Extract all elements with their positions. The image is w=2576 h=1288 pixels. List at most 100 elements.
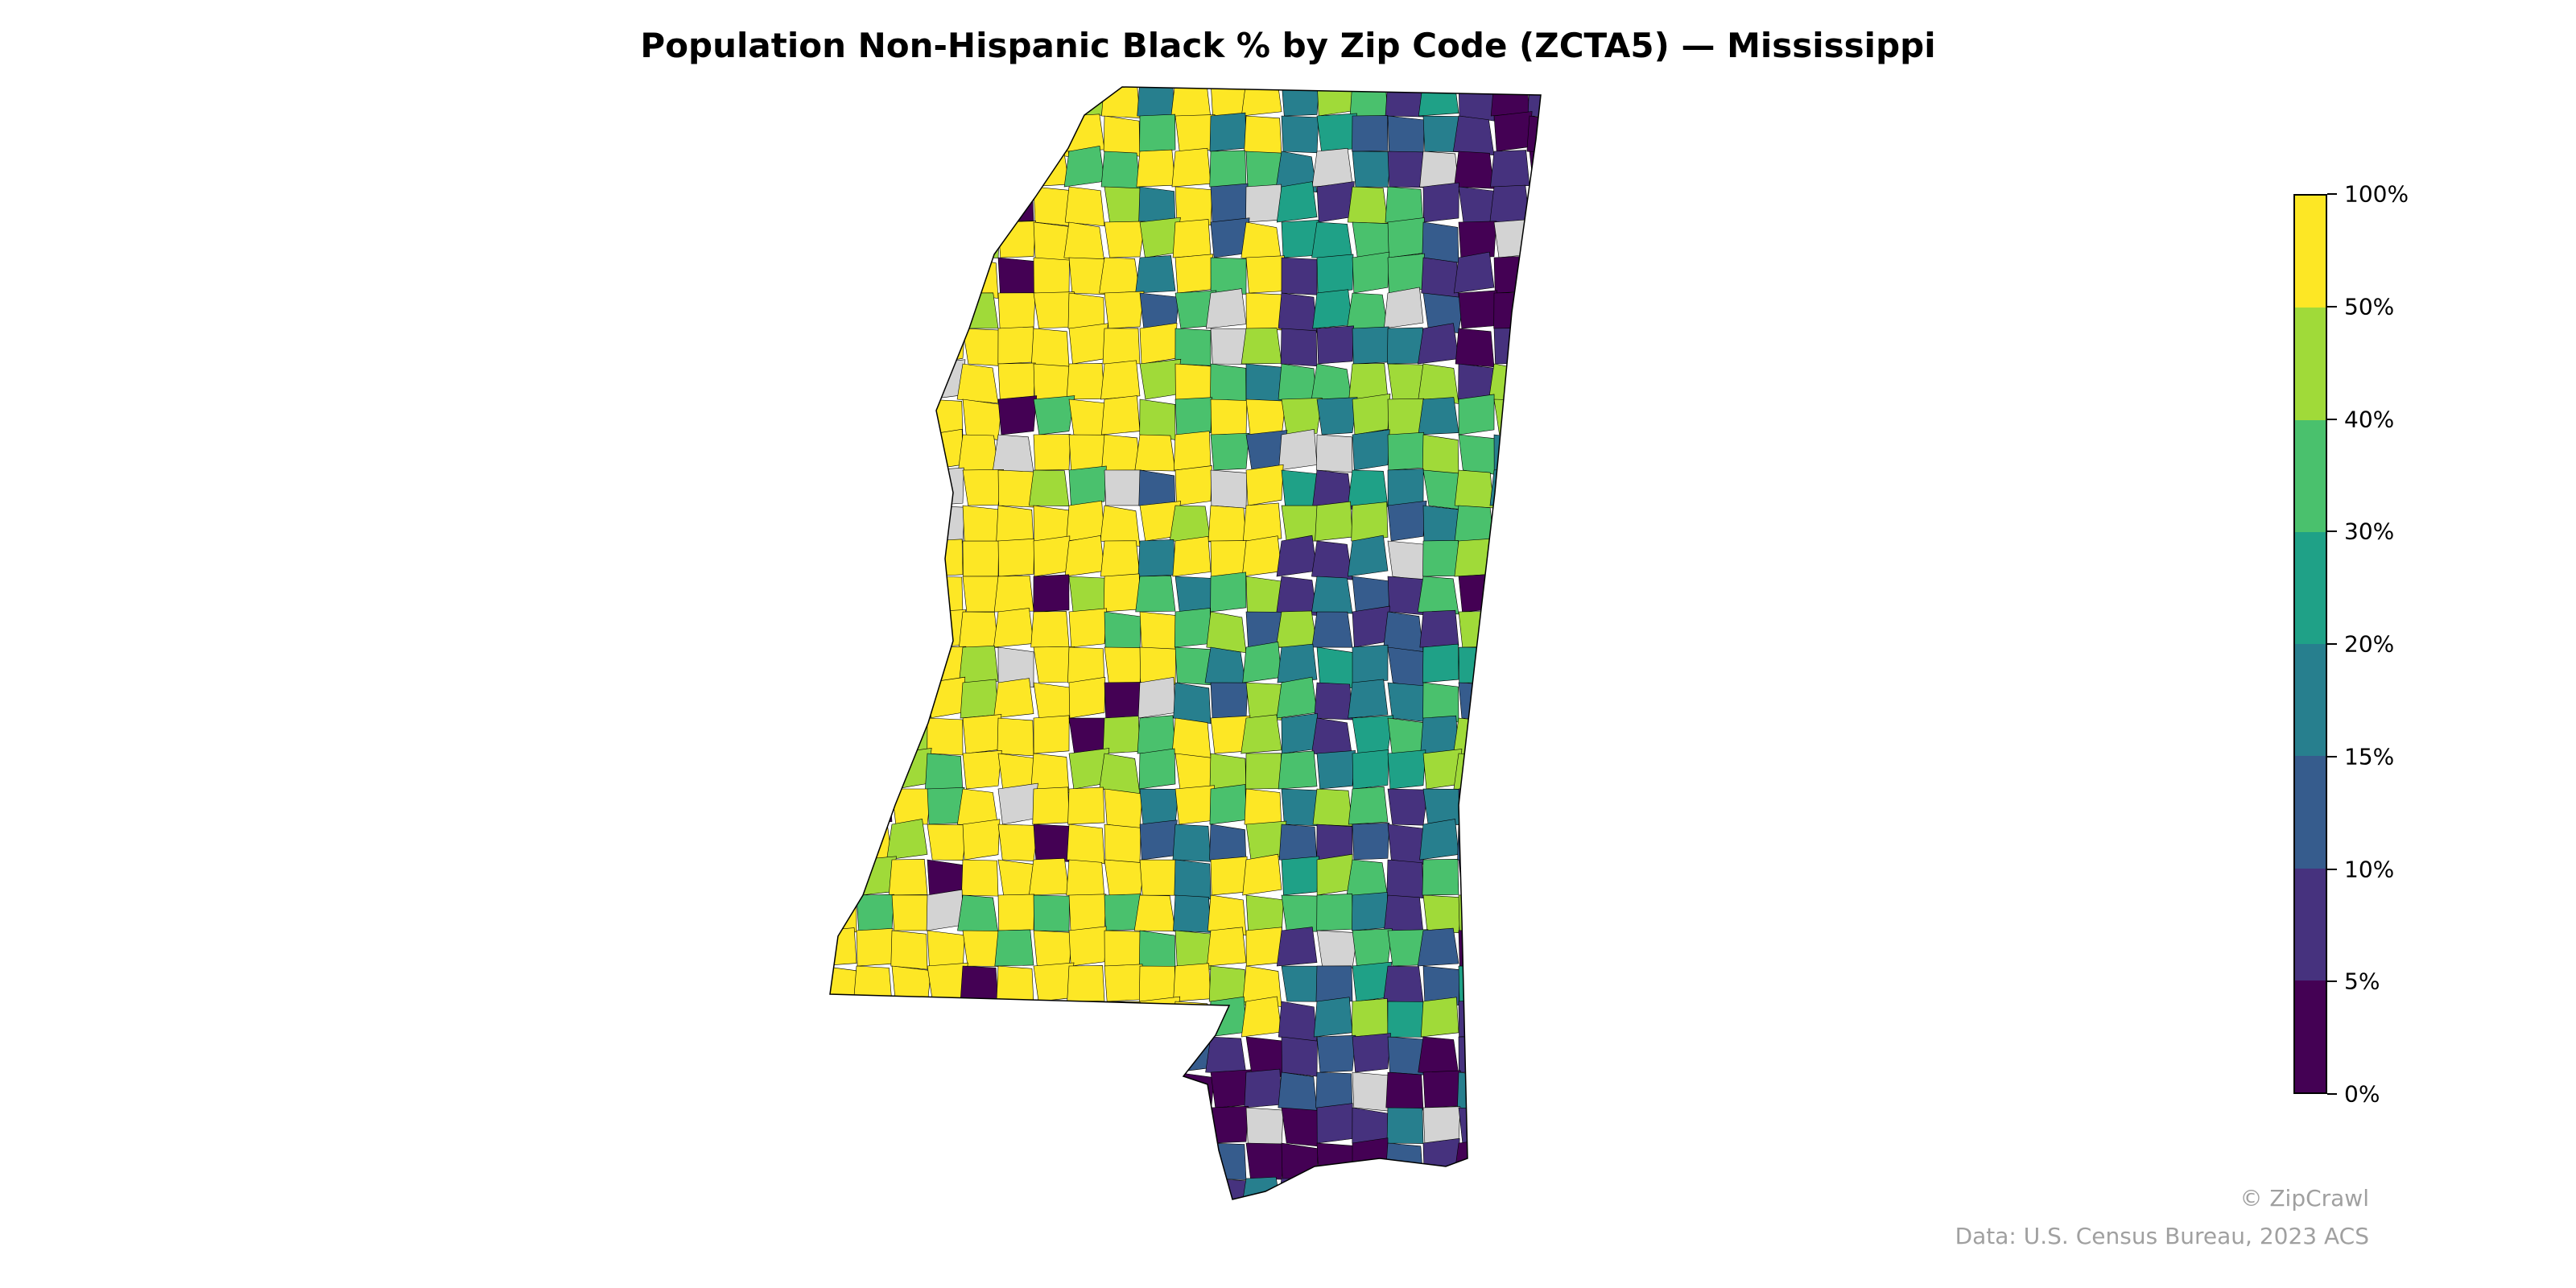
zcta-region [993, 678, 1034, 719]
zcta-region [1316, 1178, 1358, 1199]
zcta-region [1100, 540, 1141, 577]
zcta-region [891, 642, 931, 683]
zcta-region [1135, 1142, 1176, 1179]
zcta-region [1352, 393, 1391, 436]
zcta-region [1458, 573, 1498, 613]
zcta-region [927, 186, 965, 226]
zcta-region [891, 965, 931, 1007]
zcta-region [1417, 927, 1459, 967]
zcta-region [830, 394, 860, 436]
zcta-region [1527, 859, 1541, 897]
zcta-region [851, 217, 893, 258]
zcta-region [856, 894, 895, 931]
colorbar-tick [2327, 305, 2337, 308]
zcta-region [1420, 715, 1459, 754]
zcta-region [890, 257, 928, 298]
zcta-region [1063, 221, 1105, 263]
zcta-region [997, 824, 1038, 861]
zcta-region [1171, 147, 1212, 188]
zcta-region [1529, 1069, 1541, 1108]
zcta-region [1524, 788, 1541, 829]
zcta-region [1138, 748, 1176, 790]
map-title: Population Non-Hispanic Black % by Zip C… [640, 26, 1936, 65]
zcta-region [1422, 221, 1459, 263]
zcta-region [1348, 363, 1389, 400]
zcta-region [1352, 892, 1389, 931]
zcta-region [1174, 859, 1212, 900]
zcta-region [962, 469, 1005, 506]
zcta-region [1527, 540, 1541, 579]
zcta-region [1275, 610, 1318, 648]
zcta-region [1068, 1141, 1105, 1179]
zcta-region [1351, 502, 1389, 542]
zcta-region [830, 115, 858, 154]
zcta-region [830, 788, 857, 825]
colorbar-bin-7 [2295, 196, 2326, 308]
zcta-region [856, 680, 895, 719]
colorbar-bin-1 [2295, 868, 2326, 980]
zcta-region [1387, 682, 1428, 722]
zcta-region [1387, 431, 1425, 471]
zcta-region [1385, 1071, 1424, 1111]
zcta-region [1524, 433, 1541, 471]
zcta-region [1316, 325, 1354, 365]
zcta-region [1490, 965, 1530, 1005]
colorbar-tick-label: 50% [2344, 293, 2395, 320]
zcta-region [927, 322, 966, 365]
zcta-region [1033, 535, 1071, 577]
zcta-region [1493, 894, 1532, 931]
zcta-region [1281, 398, 1323, 436]
zcta-region [962, 1174, 999, 1199]
zcta-region [830, 576, 857, 613]
zcta-region [891, 328, 933, 367]
zcta-region [1421, 257, 1459, 299]
zcta-region [1492, 540, 1530, 581]
zcta-region [1493, 1142, 1535, 1183]
zcta-region [1316, 750, 1356, 790]
zcta-region [1312, 289, 1353, 329]
zcta-region [1171, 717, 1212, 759]
zcta-region [1352, 115, 1389, 152]
zcta-region [1245, 184, 1282, 223]
zcta-region [1139, 358, 1182, 400]
zcta-region [1242, 853, 1282, 896]
zcta-region [1207, 927, 1247, 967]
zcta-region [1281, 87, 1320, 117]
zcta-region [993, 575, 1034, 613]
zcta-region [1316, 853, 1353, 896]
zcta-region [1205, 1036, 1247, 1075]
zcta-region [1311, 221, 1353, 260]
zcta-region [1527, 502, 1541, 542]
zcta-region [1210, 183, 1249, 223]
zcta-region [830, 87, 857, 122]
zcta-region [925, 753, 964, 792]
zcta-region [856, 1001, 894, 1041]
zcta-region [1493, 255, 1531, 294]
zcta-region [888, 859, 928, 896]
zcta-region [1420, 997, 1459, 1038]
zcta-region [997, 1141, 1034, 1179]
zcta-region [962, 998, 1001, 1038]
zcta-region [1526, 115, 1541, 157]
zcta-region [1066, 859, 1105, 898]
source-text: Data: U.S. Census Bureau, 2023 ACS [1955, 1223, 2369, 1249]
colorbar-bin-5 [2295, 419, 2326, 532]
zcta-region [886, 221, 928, 260]
zcta-region [1205, 288, 1247, 329]
zcta-region [856, 499, 894, 542]
zcta-region [1174, 363, 1212, 402]
zcta-region [1278, 824, 1318, 863]
zcta-region [1100, 151, 1141, 189]
zcta-region [1276, 676, 1318, 719]
zcta-region [1104, 221, 1146, 258]
zcta-region [1100, 360, 1141, 400]
zcta-region [1418, 87, 1459, 117]
zcta-region [927, 824, 968, 861]
zcta-region [1281, 894, 1323, 932]
zcta-region [1102, 716, 1141, 754]
zcta-region [1032, 1138, 1070, 1179]
zcta-region [1488, 363, 1530, 406]
zcta-region [1029, 469, 1070, 506]
zcta-region [1033, 87, 1071, 118]
zcta-region [992, 1001, 1034, 1042]
